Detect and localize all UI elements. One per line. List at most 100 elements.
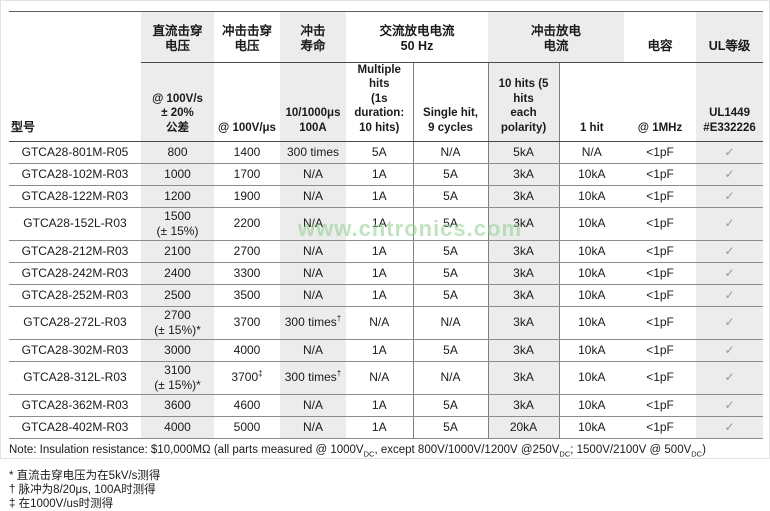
model-cell: GTCA28-242M-R03 <box>9 262 141 285</box>
value-cell: 5A <box>412 284 489 307</box>
value-cell: 300 times <box>280 141 346 164</box>
value-cell: <1pF <box>624 339 697 362</box>
value-cell: 3kA <box>487 262 560 285</box>
specs-table: 直流击穿 电压 冲击击穿 电压 冲击 寿命 交流放电电流 50 Hz 冲击放电 电流 电容… <box>9 11 764 439</box>
value-cell: 1A <box>346 163 413 186</box>
value-cell: 300 times† <box>280 306 346 340</box>
table-row: GTCA28-801M-R05 800 1400 300 times 5A N/A 5kA N… <box>9 141 764 164</box>
value-cell: 10kA <box>558 339 625 362</box>
value-cell: 5A <box>412 163 489 186</box>
table-row: GTCA28-252M-R03 2500 3500 N/A 1A 5A 3kA 10kA <1p… <box>9 284 764 307</box>
value-cell: N/A <box>558 141 625 164</box>
value-cell: 2400 <box>141 262 214 285</box>
value-cell: 5A <box>412 416 489 439</box>
value-cell: 3kA <box>487 207 560 241</box>
table-row: GTCA28-272L-R03 2700 (± 15%)* 3700 300 time… <box>9 306 764 340</box>
value-cell: 5A <box>412 339 489 362</box>
footnotes: * 直流击穿电压为在5kV/s测得 † 脉冲为8/20μs, 100A时测得 ‡ 在… <box>9 469 769 511</box>
ul-check-icon: ✓ <box>696 394 764 417</box>
value-cell: <1pF <box>624 361 697 395</box>
model-column-header: 型号 <box>9 62 141 142</box>
value-cell: 3kA <box>487 284 560 307</box>
column-group-header: 冲击击穿 电压 <box>214 11 280 63</box>
model-cell: GTCA28-252M-R03 <box>9 284 141 307</box>
footnote: * 直流击穿电压为在5kV/s测得 <box>9 469 161 482</box>
ul-check-icon: ✓ <box>696 185 764 208</box>
value-cell: N/A <box>280 416 346 439</box>
ul-check-icon: ✓ <box>696 339 764 362</box>
value-cell: 2700 <box>214 240 280 263</box>
value-cell: 3kA <box>487 361 560 395</box>
model-cell: GTCA28-302M-R03 <box>9 339 141 362</box>
value-cell: 3700‡ <box>214 361 280 395</box>
model-cell: GTCA28-122M-R03 <box>9 185 141 208</box>
value-cell: 3300 <box>214 262 280 285</box>
value-cell: 5A <box>412 185 489 208</box>
column-subheader: Single hit, 9 cycles <box>412 62 489 142</box>
value-cell: <1pF <box>624 262 697 285</box>
value-cell: 4000 <box>141 416 214 439</box>
value-cell: 5kA <box>487 141 560 164</box>
value-cell: 1400 <box>214 141 280 164</box>
value-cell: 10kA <box>558 394 625 417</box>
value-cell: 10kA <box>558 163 625 186</box>
value-cell: 1A <box>346 207 413 241</box>
model-cell: GTCA28-801M-R05 <box>9 141 141 164</box>
table-row: GTCA28-402M-R03 4000 5000 N/A 1A 5A 20kA 10kA <1… <box>9 416 764 439</box>
value-cell: 10kA <box>558 416 625 439</box>
ul-check-icon: ✓ <box>696 284 764 307</box>
value-cell: N/A <box>280 163 346 186</box>
value-cell: 10kA <box>558 262 625 285</box>
value-cell: 10kA <box>558 207 625 241</box>
table-row: GTCA28-102M-R03 1000 1700 N/A 1A 5A 3kA 10kA <1p… <box>9 163 764 186</box>
ul-check-icon: ✓ <box>696 207 764 241</box>
value-cell: N/A <box>412 306 489 340</box>
value-cell: <1pF <box>624 163 697 186</box>
table-row: GTCA28-242M-R03 2400 3300 N/A 1A 5A 3kA 10kA <1p… <box>9 262 764 285</box>
value-cell: 5A <box>412 262 489 285</box>
value-cell: 3600 <box>141 394 214 417</box>
value-cell: 5000 <box>214 416 280 439</box>
ul-check-icon: ✓ <box>696 163 764 186</box>
group-header-row: 直流击穿 电压 冲击击穿 电压 冲击 寿命 交流放电电流 50 Hz 冲击放电 电流 电容… <box>9 11 764 63</box>
column-group-header: 交流放电电流 50 Hz <box>346 11 489 63</box>
value-cell: 2700 (± 15%)* <box>141 306 214 340</box>
value-cell: <1pF <box>624 240 697 263</box>
value-cell: N/A <box>346 306 413 340</box>
ul-check-icon: ✓ <box>696 262 764 285</box>
value-cell: 2200 <box>214 207 280 241</box>
value-cell: 5A <box>412 207 489 241</box>
value-cell: N/A <box>412 141 489 164</box>
column-group-header: 冲击 寿命 <box>280 11 346 63</box>
value-cell: <1pF <box>624 394 697 417</box>
model-cell: GTCA28-152L-R03 <box>9 207 141 241</box>
column-subheader: 1 hit <box>558 62 625 142</box>
value-cell: <1pF <box>624 207 697 241</box>
value-cell: 1000 <box>141 163 214 186</box>
value-cell: 3100 (± 15%)* <box>141 361 214 395</box>
model-cell: GTCA28-272L-R03 <box>9 306 141 340</box>
value-cell: 3000 <box>141 339 214 362</box>
column-group-header: 电容 <box>624 11 697 63</box>
value-cell: 5A <box>346 141 413 164</box>
value-cell: 3kA <box>487 185 560 208</box>
column-group-header: 直流击穿 电压 <box>141 11 214 63</box>
ul-check-icon: ✓ <box>696 240 764 263</box>
column-subheader: UL1449 #E332226 <box>696 62 764 142</box>
model-cell: GTCA28-362M-R03 <box>9 394 141 417</box>
value-cell: 1A <box>346 416 413 439</box>
value-cell: N/A <box>280 240 346 263</box>
value-cell: 3kA <box>487 306 560 340</box>
model-cell: GTCA28-102M-R03 <box>9 163 141 186</box>
ul-check-icon: ✓ <box>696 141 764 164</box>
value-cell: 1A <box>346 394 413 417</box>
table-row: GTCA28-212M-R03 2100 2700 N/A 1A 5A 3kA 10kA <1p… <box>9 240 764 263</box>
column-subheader: @ 1MHz <box>624 62 697 142</box>
column-subheader: 10 hits (5 hits each polarity) <box>487 62 560 142</box>
insulation-note: Note: Insulation resistance: $10,000MΩ (… <box>9 443 706 459</box>
table-row: GTCA28-152L-R03 1500 (± 15%) 2200 N/A 1A 5A 3k… <box>9 207 764 241</box>
value-cell: N/A <box>280 262 346 285</box>
sub-header-row: 型号 @ 100V/s ± 20% 公差 @ 100V/μs 10/1000μs 1… <box>9 62 764 142</box>
value-cell: 4600 <box>214 394 280 417</box>
